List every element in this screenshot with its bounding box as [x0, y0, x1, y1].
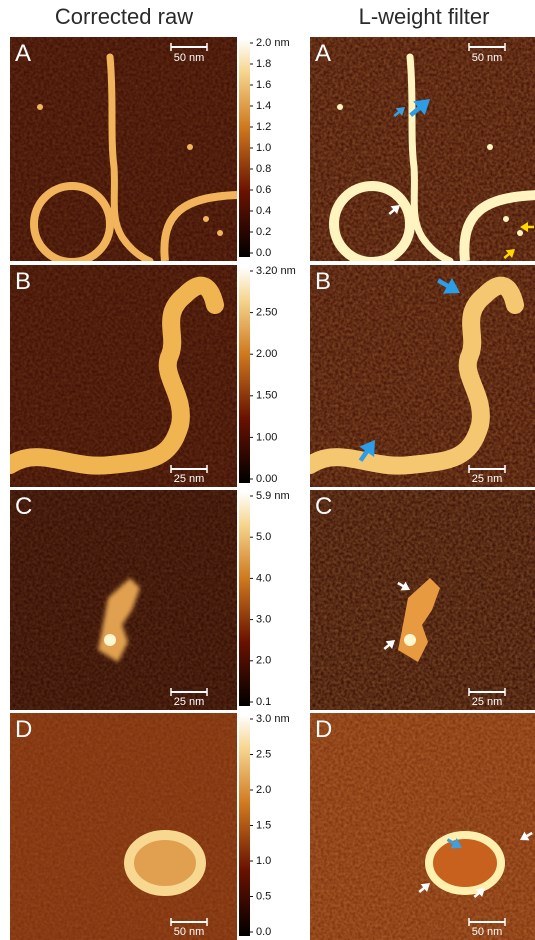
- particle: [337, 104, 343, 110]
- particle: [487, 144, 493, 150]
- column-header: Corrected raw: [55, 4, 193, 29]
- colorbar-label: 5.9 nm: [256, 490, 290, 502]
- colorbar-label: 1.00: [256, 431, 277, 443]
- colorbar-label: 1.8: [256, 58, 271, 70]
- afm-image: D 50 nm: [10, 713, 237, 940]
- colorbar-label: 0.4: [256, 205, 271, 217]
- scale-bar-label: 50 nm: [472, 52, 503, 64]
- colorbar-label: 2.0: [256, 655, 271, 667]
- scale-bar-label: 50 nm: [174, 52, 205, 64]
- colorbar-label: 1.0: [256, 142, 271, 154]
- image-content: [10, 713, 237, 940]
- colorbar: [239, 492, 250, 706]
- colorbar-label: 0.0: [256, 926, 271, 938]
- column-header: L-weight filter: [359, 4, 490, 29]
- panel-letter: A: [15, 40, 31, 67]
- scale-bar-label: 50 nm: [472, 926, 503, 938]
- image-content: [310, 713, 535, 940]
- colorbar-label: 0.5: [256, 890, 271, 902]
- particle: [203, 216, 209, 222]
- colorbar-label: 3.0 nm: [256, 713, 290, 725]
- afm-image: C 25 nm: [310, 490, 535, 710]
- colorbar: [239, 39, 250, 257]
- protein-peak: [404, 634, 416, 646]
- afm-image: D 50 nm: [310, 713, 535, 940]
- panel-letter: C: [315, 493, 332, 520]
- panel-letter: D: [315, 716, 332, 743]
- colorbar-label: 1.4: [256, 100, 271, 112]
- colorbar: [239, 715, 250, 936]
- colorbar-label: 2.0: [256, 784, 271, 796]
- image-content: [310, 265, 535, 487]
- image-content: [10, 265, 237, 487]
- image-content: [10, 490, 237, 710]
- colorbar-label: 1.6: [256, 79, 271, 91]
- panel-letter: C: [15, 493, 32, 520]
- scale-bar-label: 25 nm: [472, 473, 503, 485]
- image-noise: [10, 37, 237, 261]
- colorbar-label: 4.0: [256, 572, 271, 584]
- colorbar-label: 2.50: [256, 307, 277, 319]
- panel-letter: B: [315, 268, 331, 295]
- colorbar-label: 3.0: [256, 614, 271, 626]
- colorbar-label: 0.1: [256, 696, 271, 708]
- image-noise: [310, 713, 535, 940]
- scale-bar-label: 25 nm: [472, 696, 503, 708]
- afm-image: C 25 nm: [10, 490, 237, 710]
- colorbar-label: 0.2: [256, 226, 271, 238]
- particle: [187, 144, 193, 150]
- image-content: [310, 37, 535, 262]
- colorbar-label: 1.50: [256, 390, 277, 402]
- particle: [503, 216, 509, 222]
- image-content: [10, 37, 237, 262]
- figure: Corrected raw L-weight filter A 50 nm A 50 …: [0, 0, 535, 940]
- panel-letter: B: [15, 268, 31, 295]
- scale-bar-label: 25 nm: [174, 473, 205, 485]
- colorbar-label: 5.0: [256, 531, 271, 543]
- particle: [37, 104, 43, 110]
- colorbar-label: 0.8: [256, 163, 271, 175]
- image-content: [310, 490, 535, 710]
- scale-bar-label: 50 nm: [174, 926, 205, 938]
- colorbar-label: 1.2: [256, 121, 271, 133]
- colorbar-label: 2.00: [256, 348, 277, 360]
- colorbar-label: 1.5: [256, 819, 271, 831]
- afm-image: A 50 nm: [310, 37, 535, 262]
- particle: [517, 230, 523, 236]
- panel-letter: A: [315, 40, 331, 67]
- colorbar-label: 0.6: [256, 184, 271, 196]
- colorbar-label: 2.0 nm: [256, 37, 290, 49]
- colorbar: [239, 267, 250, 483]
- afm-image: B 25 nm: [10, 265, 237, 487]
- afm-image: B 25 nm: [310, 265, 535, 487]
- particle: [217, 230, 223, 236]
- panel-letter: D: [15, 716, 32, 743]
- protein-peak: [104, 634, 116, 646]
- scale-bar-label: 25 nm: [174, 696, 205, 708]
- colorbar-label: 2.5: [256, 748, 271, 760]
- colorbar-label: 3.20 nm: [256, 265, 296, 277]
- afm-image: A 50 nm: [10, 37, 237, 262]
- colorbar-label: 0.00: [256, 473, 277, 485]
- colorbar-label: 1.0: [256, 855, 271, 867]
- image-noise: [10, 713, 237, 940]
- image-noise: [310, 37, 535, 261]
- colorbar-label: 0.0: [256, 247, 271, 259]
